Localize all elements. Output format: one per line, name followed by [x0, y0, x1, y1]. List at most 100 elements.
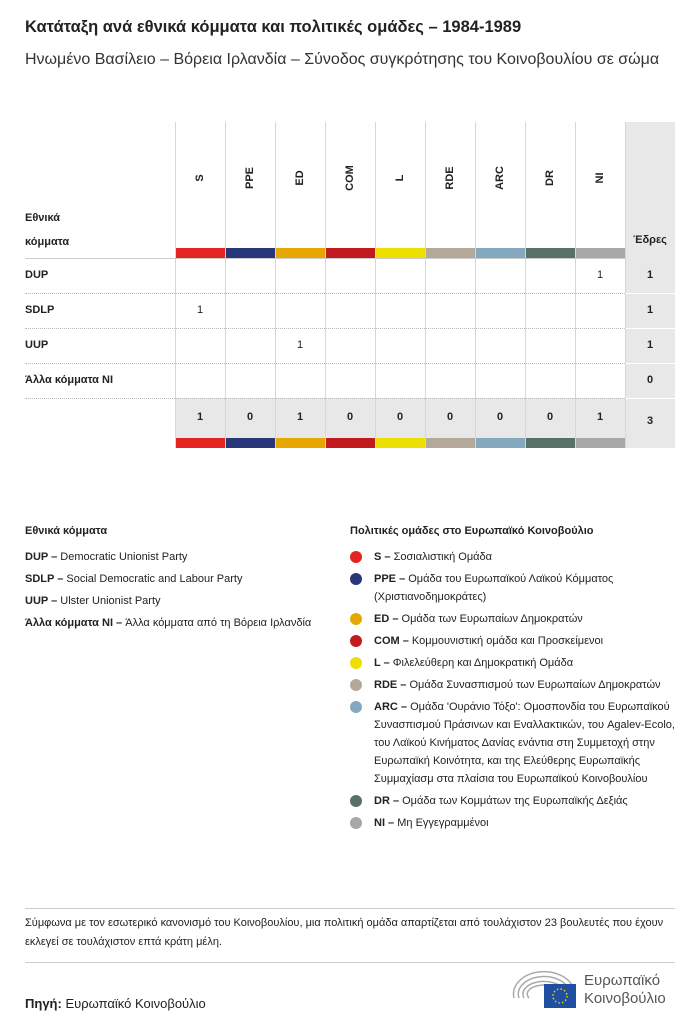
party-legend-item: Άλλα κόμματα NI – Άλλα κόμματα από τη Βό…	[25, 614, 315, 632]
legend-name: Ομάδα των Ευρωπαίων Δημοκρατών	[401, 613, 583, 625]
group-header-arc: ARC	[494, 166, 506, 190]
party-row-label: SDLP	[25, 304, 55, 316]
column-divider	[325, 122, 326, 448]
group-header-rde: RDE	[444, 166, 456, 190]
group-legend-item: ED – Ομάδα των Ευρωπαίων Δημοκρατών	[350, 610, 680, 628]
group-header-l: L	[394, 174, 406, 182]
group-color-bar-rde	[426, 248, 475, 258]
legend-abbr: NI –	[374, 817, 395, 829]
legend-name: Κομμουνιστική ομάδα και Προσκείμενοι	[411, 635, 604, 647]
legend-dot-icon	[350, 573, 362, 585]
row-seats: 1	[646, 304, 654, 316]
legend-name: Democratic Unionist Party	[60, 551, 188, 563]
group-color-bar-bottom-s	[176, 438, 225, 448]
row-seats: 0	[646, 374, 654, 386]
table-cell: 1	[296, 339, 304, 351]
total-cell-rde: 0	[446, 411, 454, 423]
group-legend-title: Πολιτικές ομάδες στο Ευρωπαϊκό Κοινοβούλ…	[350, 525, 594, 537]
total-cell-s: 1	[196, 411, 204, 423]
total-cell-com: 0	[346, 411, 354, 423]
seats-divider	[625, 363, 675, 364]
ep-logo: Ευρωπαϊκό Κοινοβούλιο	[512, 970, 682, 1010]
group-header-dr: DR	[544, 170, 556, 186]
group-color-bar-bottom-ppe	[226, 438, 275, 448]
total-seats: 3	[646, 415, 654, 427]
legend-abbr: Άλλα κόμματα NI –	[25, 617, 123, 629]
column-divider	[175, 122, 176, 448]
seats-divider	[625, 293, 675, 294]
legend-abbr: DUP –	[25, 551, 58, 563]
legend-abbr: DR –	[374, 795, 400, 807]
group-legend-item: COM – Κομμουνιστική ομάδα και Προσκείμεν…	[350, 632, 680, 650]
column-divider	[625, 122, 626, 448]
totals-row-bg	[175, 398, 625, 438]
parliament-hemicycle-icon	[512, 970, 576, 1008]
group-legend-item: ARC – Ομάδα 'Ουράνιο Τόξο': Ομοσπονδία τ…	[350, 698, 680, 788]
group-color-bar-com	[326, 248, 375, 258]
legend-abbr: ARC –	[374, 701, 408, 713]
total-cell-dr: 0	[546, 411, 554, 423]
group-color-bar-ni	[576, 248, 625, 258]
total-cell-ed: 1	[296, 411, 304, 423]
column-divider	[525, 122, 526, 448]
row-header: Εθνικά κόμματα	[25, 212, 70, 248]
legend-abbr: UUP –	[25, 595, 58, 607]
legend-abbr: PPE –	[374, 573, 406, 585]
group-color-bar-l	[376, 248, 425, 258]
group-color-bar-bottom-ed	[276, 438, 325, 448]
group-color-bar-bottom-dr	[526, 438, 575, 448]
row-seats: 1	[646, 339, 654, 351]
legend-abbr: SDLP –	[25, 573, 64, 585]
group-legend: Πολιτικές ομάδες στο Ευρωπαϊκό Κοινοβούλ…	[350, 522, 680, 836]
legend-dot-icon	[350, 657, 362, 669]
column-divider	[475, 122, 476, 448]
page-subtitle: Ηνωμένο Βασίλειο – Βόρεια Ιρλανδία – Σύν…	[25, 51, 660, 68]
party-row-label: Άλλα κόμματα NI	[25, 374, 113, 386]
divider	[25, 962, 675, 963]
total-cell-arc: 0	[496, 411, 504, 423]
group-legend-item: L – Φιλελεύθερη και Δημοκρατική Ομάδα	[350, 654, 680, 672]
row-divider	[25, 363, 625, 364]
group-legend-item: S – Σοσιαλιστική Ομάδα	[350, 548, 680, 566]
legend-dot-icon	[350, 701, 362, 713]
party-legend-title: Εθνικά κόμματα	[25, 525, 108, 537]
group-header-ppe: PPE	[244, 167, 256, 190]
legend-abbr: S –	[374, 551, 391, 563]
legend-name: Ομάδα του Ευρωπαϊκού Λαϊκού Κόμματος (Χρ…	[374, 573, 614, 603]
group-color-bar-bottom-ni	[576, 438, 625, 448]
party-legend-item: SDLP – Social Democratic and Labour Part…	[25, 570, 315, 588]
table-cell: 1	[196, 304, 204, 316]
logo-text: Ευρωπαϊκό Κοινοβούλιο	[584, 972, 666, 1007]
seats-column-bg	[625, 122, 675, 448]
row-divider	[25, 293, 625, 294]
legend-dot-icon	[350, 635, 362, 647]
group-header-ni: NI	[594, 172, 606, 184]
group-legend-item: RDE – Ομάδα Συνασπισμού των Ευρωπαίων Δη…	[350, 676, 680, 694]
group-header-ed: ED	[294, 170, 306, 186]
group-legend-item: NI – Μη Εγγεγραμμένοι	[350, 814, 680, 832]
total-cell-l: 0	[396, 411, 404, 423]
group-color-bar-bottom-arc	[476, 438, 525, 448]
legend-dot-icon	[350, 679, 362, 691]
seats-table: Εθνικά κόμματα Έδρες S 1 PPE 0 ED 1 COM 0 L 0 RDE 0 AR…	[25, 122, 675, 448]
column-divider	[425, 122, 426, 448]
seats-header: Έδρες	[633, 234, 667, 246]
legend-abbr: ED –	[374, 613, 399, 625]
row-seats: 1	[646, 269, 654, 281]
group-color-bar-bottom-rde	[426, 438, 475, 448]
group-legend-item: PPE – Ομάδα του Ευρωπαϊκού Λαϊκού Κόμματ…	[350, 570, 680, 606]
column-divider	[575, 122, 576, 448]
legend-name: Μη Εγγεγραμμένοι	[397, 817, 489, 829]
group-legend-item: DR – Ομάδα των Κομμάτων της Ευρωπαϊκής Δ…	[350, 792, 680, 810]
legend-dot-icon	[350, 817, 362, 829]
group-color-bar-arc	[476, 248, 525, 258]
column-divider	[375, 122, 376, 448]
column-divider	[225, 122, 226, 448]
group-color-bar-bottom-com	[326, 438, 375, 448]
column-divider	[275, 122, 276, 448]
legend-name: Ομάδα των Κομμάτων της Ευρωπαϊκής Δεξιάς	[402, 795, 628, 807]
footnote: Σύμφωνα με τον εσωτερικό κανονισμό του Κ…	[25, 917, 664, 948]
total-cell-ni: 1	[596, 411, 604, 423]
source: Πηγή: Ευρωπαϊκό Κοινοβούλιο	[25, 996, 206, 1011]
group-color-bar-bottom-l	[376, 438, 425, 448]
